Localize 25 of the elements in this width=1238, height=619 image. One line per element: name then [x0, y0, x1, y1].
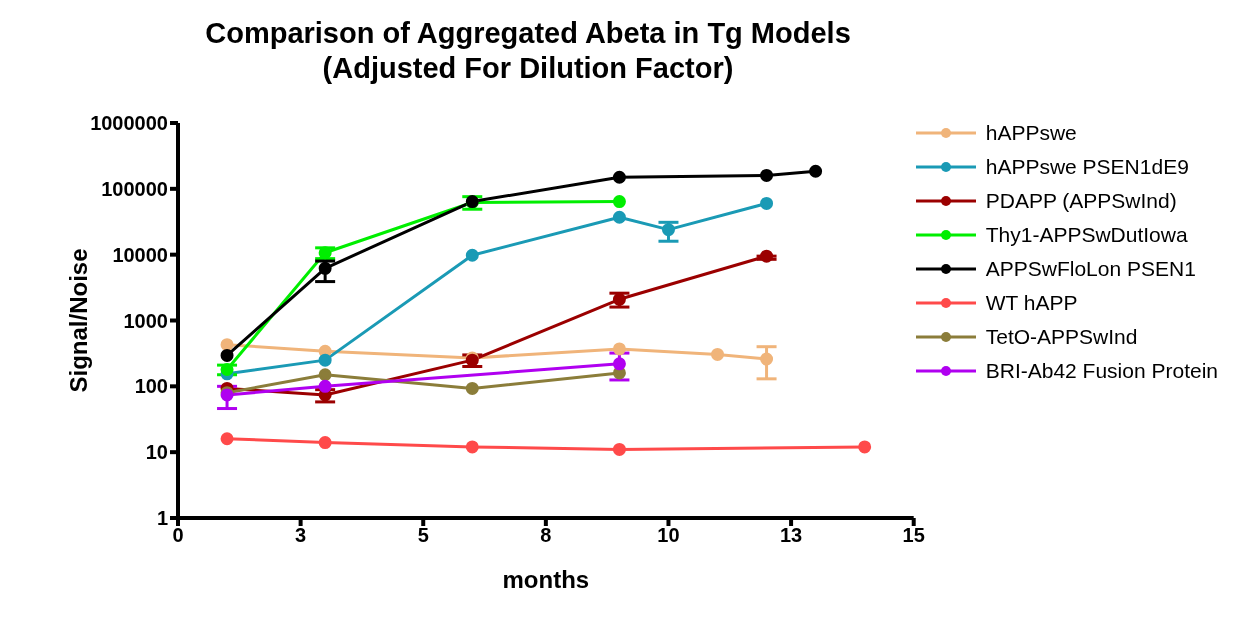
- legend-label: hAPPswe PSEN1dE9: [985, 155, 1189, 179]
- x-tick-label: 13: [779, 524, 803, 547]
- y-tick-label: 1000000: [90, 112, 168, 135]
- legend-label: APPSwFloLon PSEN1: [985, 257, 1196, 281]
- chart-title: Comparison of Aggregated Abeta in Tg Models (Adjusted For Dilution Factor): [204, 16, 852, 86]
- y-tick-label: 1: [156, 507, 168, 530]
- x-tick-label: 5: [417, 524, 429, 547]
- y-tick-label: 10000: [112, 243, 168, 266]
- x-axis-title: months: [502, 566, 590, 593]
- y-tick-label: 100: [134, 375, 168, 398]
- y-axis-title: Signal/Noise: [64, 248, 92, 393]
- legend-label: BRI-Ab42 Fusion Protein: [985, 359, 1218, 383]
- y-tick-label: 100000: [101, 177, 168, 200]
- legend-label: WT hAPP: [985, 291, 1078, 315]
- x-tick-label: 3: [295, 524, 307, 547]
- y-tick-label: 10: [145, 441, 168, 464]
- legend-label: TetO-APPSwInd: [985, 325, 1138, 349]
- y-tick-label: 1000: [123, 309, 168, 332]
- legend-label: Thy1-APPSwDutIowa: [985, 223, 1188, 247]
- x-tick-label: 0: [172, 524, 184, 547]
- legend-label: hAPPswe: [985, 121, 1077, 145]
- x-tick-label: 10: [657, 524, 680, 547]
- x-tick-label: 15: [902, 524, 925, 547]
- x-tick-label: 8: [540, 524, 552, 547]
- legend-label: PDAPP (APPSwInd): [985, 189, 1177, 213]
